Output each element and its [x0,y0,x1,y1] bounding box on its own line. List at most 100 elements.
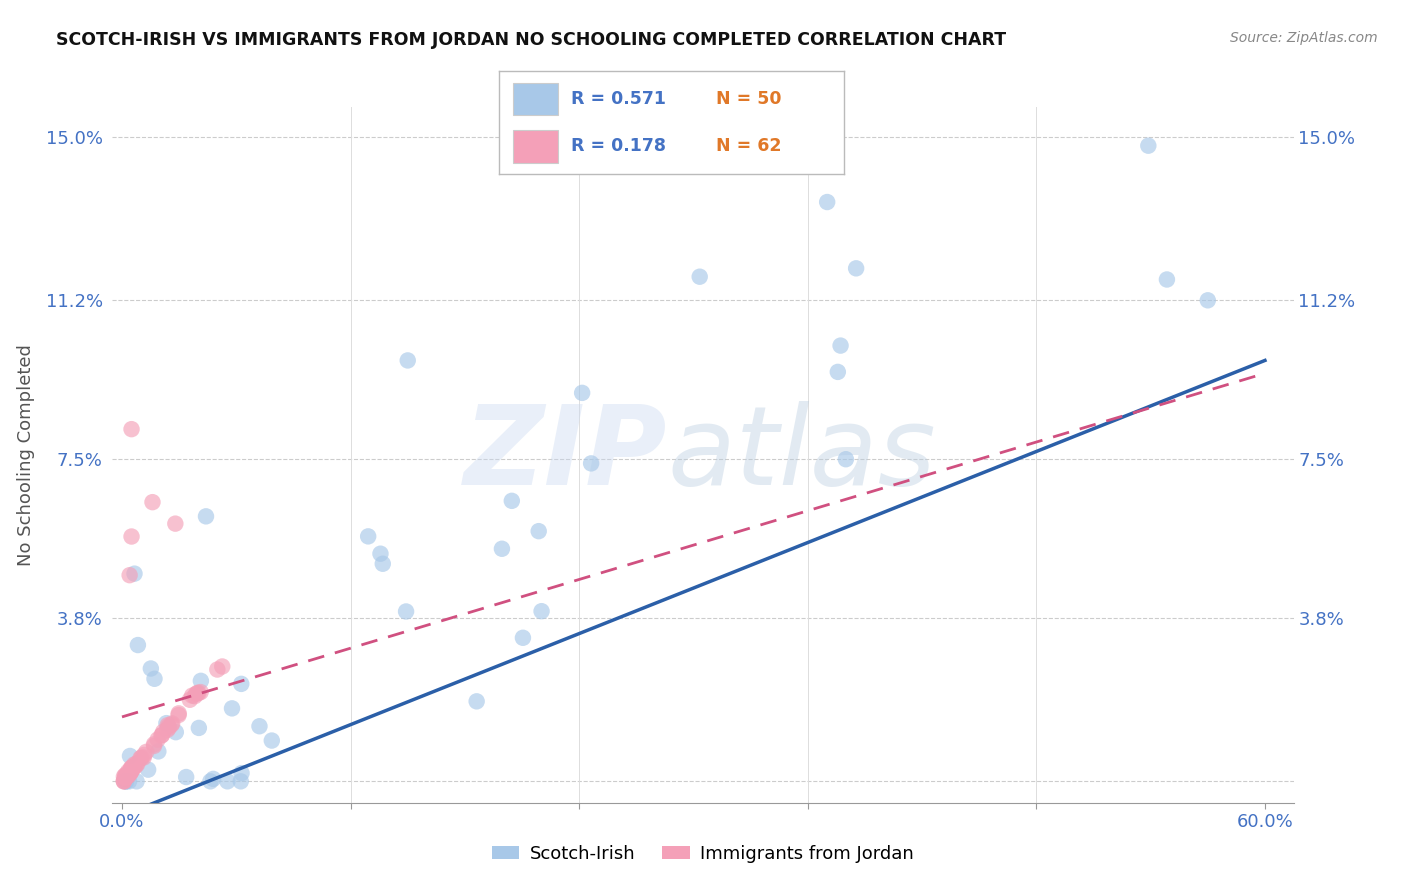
Point [118,568,141,582]
Point [125,774,148,789]
Point [396,353,419,368]
Point [357,529,380,543]
Point [135,745,157,759]
Point [1197,293,1219,308]
Point [120,762,142,776]
Point [830,338,852,352]
Point [512,631,534,645]
Point [165,516,187,531]
Point [835,452,858,467]
Point [827,365,849,379]
Point [143,672,166,686]
Point [122,757,145,772]
Point [371,557,394,571]
Point [579,456,602,470]
Point [115,769,138,783]
Point [654,138,676,153]
Point [115,770,138,784]
Point [184,689,207,703]
Text: N = 50: N = 50 [716,90,782,108]
Point [121,529,143,543]
Point [160,717,183,731]
Point [143,737,166,751]
Point [465,694,488,708]
Point [202,772,225,786]
Point [491,541,513,556]
Point [114,770,136,784]
Text: Source: ZipAtlas.com: Source: ZipAtlas.com [1230,31,1378,45]
Point [527,524,550,538]
Text: ZIP: ZIP [464,401,668,508]
Point [112,774,135,789]
Y-axis label: No Schooling Completed: No Schooling Completed [17,344,35,566]
Point [132,747,155,762]
Point [1137,138,1160,153]
Point [114,774,136,789]
Point [129,751,152,765]
Point [152,724,174,739]
Point [501,493,523,508]
Point [112,774,135,789]
Point [190,685,212,699]
Point [190,673,212,688]
Point [118,774,141,789]
Point [117,769,139,783]
Text: N = 62: N = 62 [716,137,782,155]
Point [122,761,145,775]
Point [115,767,138,781]
Point [127,638,149,652]
Point [200,774,222,789]
Point [124,566,146,581]
Point [114,774,136,789]
Point [115,771,138,785]
Text: R = 0.571: R = 0.571 [571,90,666,108]
Point [395,605,418,619]
Point [120,764,142,779]
Point [217,774,239,789]
Point [114,768,136,782]
Point [120,761,142,775]
Point [150,728,173,742]
Point [121,422,143,436]
Point [114,771,136,785]
Legend: Scotch-Irish, Immigrants from Jordan: Scotch-Irish, Immigrants from Jordan [485,838,921,871]
Point [115,770,138,784]
Point [121,760,143,774]
Point [1156,272,1178,286]
Point [184,687,207,701]
Point [165,725,187,739]
Point [146,732,169,747]
Point [167,708,190,723]
Point [186,686,208,700]
Point [181,689,204,703]
Point [187,721,209,735]
Point [157,721,180,735]
Point [231,766,253,780]
Point [845,261,868,276]
Text: atlas: atlas [668,401,936,508]
Text: SCOTCH-IRISH VS IMMIGRANTS FROM JORDAN NO SCHOOLING COMPLETED CORRELATION CHART: SCOTCH-IRISH VS IMMIGRANTS FROM JORDAN N… [56,31,1007,49]
Point [211,659,233,673]
Point [156,723,179,737]
Point [530,604,553,618]
Point [118,748,141,763]
Point [148,744,170,758]
Point [118,765,141,780]
Point [155,716,177,731]
Point [120,764,142,779]
Point [249,719,271,733]
Point [112,773,135,788]
Point [127,757,149,772]
Point [125,756,148,771]
Text: R = 0.178: R = 0.178 [571,137,666,155]
Point [132,750,155,764]
Point [370,547,392,561]
Point [121,762,143,776]
Point [121,761,143,775]
Point [120,766,142,780]
Point [124,759,146,773]
Point [136,763,159,777]
Point [112,770,135,784]
Point [167,706,190,721]
Point [150,728,173,742]
